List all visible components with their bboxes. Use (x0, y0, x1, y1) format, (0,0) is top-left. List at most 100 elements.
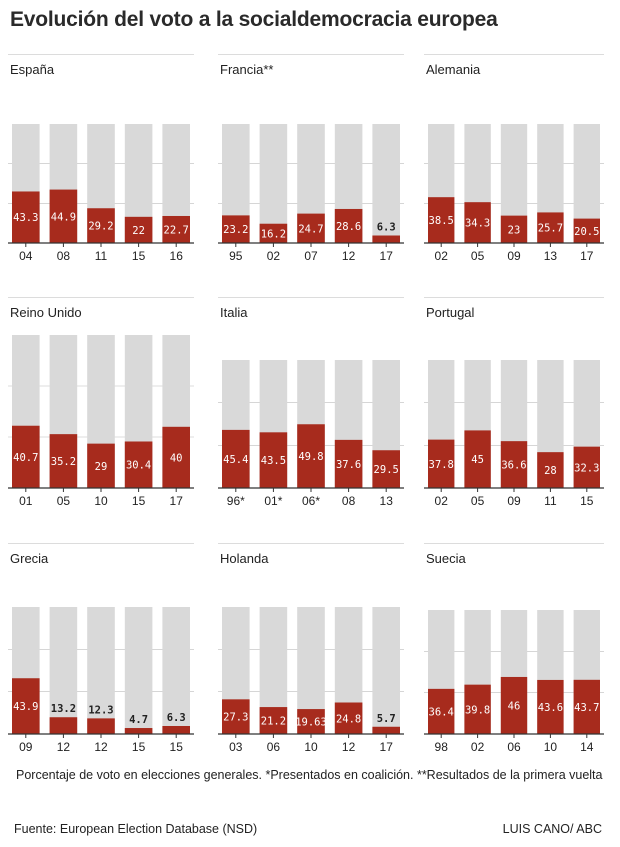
bar (87, 443, 115, 488)
panel-title: Reino Unido (10, 305, 82, 320)
bar-chart: 45.4 96* 43.5 01* 49.8 06* 37.6 08 29.5 13 (218, 297, 404, 508)
bar-value-label: 21.2 (261, 716, 286, 728)
category-label: 15 (132, 249, 146, 263)
bar-value-label: 28 (544, 465, 557, 477)
bar-value-label: 39.8 (465, 704, 490, 716)
bar (259, 223, 288, 243)
bar-value-label: 43.5 (261, 455, 286, 467)
category-label: 15 (170, 740, 184, 754)
category-label: 17 (170, 494, 184, 508)
bar-chart: 27.3 03 21.2 06 19.63 10 24.8 12 5.7 17 (218, 543, 404, 754)
bar-value-label: 4.7 (129, 714, 148, 726)
panel-title: Portugal (426, 305, 475, 320)
panel-title: España (10, 62, 55, 77)
bar (428, 439, 455, 488)
category-label: 16 (170, 249, 184, 263)
panel-portugal: Portugal 37.8 02 45 05 36.6 09 28 11 32.3 15 (424, 297, 614, 508)
category-label: 13 (380, 494, 394, 508)
bar (334, 702, 363, 734)
bar-value-label: 22 (132, 225, 145, 237)
bar (162, 215, 190, 243)
bar-value-label: 46 (508, 700, 521, 712)
bar (464, 202, 491, 243)
bar (500, 441, 528, 488)
category-label: 02 (471, 740, 485, 754)
bar-background (49, 607, 78, 734)
bar (537, 212, 564, 243)
category-label: 11 (95, 249, 108, 263)
category-label: 17 (380, 249, 394, 263)
category-label: 12 (342, 740, 356, 754)
bar-value-label: 36.6 (501, 460, 526, 472)
bar (334, 439, 363, 488)
bar (464, 430, 491, 488)
category-label: 08 (57, 249, 71, 263)
panel-reino-unido: Reino Unido 40.7 01 35.2 05 29 10 30.4 15 40 17 (8, 297, 198, 508)
chart-title: Evolución del voto a la socialdemocracia… (10, 8, 498, 31)
bar (537, 679, 564, 734)
bar-value-label: 22.7 (164, 224, 189, 236)
category-label: 05 (471, 249, 485, 263)
bar-value-label: 6.3 (377, 222, 396, 234)
bar-background (87, 607, 115, 734)
bar-value-label: 12.3 (88, 704, 113, 716)
panel-title: Francia** (220, 62, 274, 77)
bar-chart: 38.5 02 34.3 05 23 09 25.7 13 20.5 17 (424, 54, 604, 263)
bar (500, 215, 528, 243)
panel-suecia: Suecia 36.4 98 39.8 02 46 06 43.6 10 43.7 14 (424, 543, 614, 754)
footnote: Porcentaje de voto en elecciones general… (16, 768, 603, 782)
panel-grecia: Grecia 43.9 09 13.2 12 12.3 12 4.7 15 6.3 15 (8, 543, 198, 754)
category-label: 07 (304, 249, 318, 263)
panel-title: Suecia (426, 551, 466, 566)
bar (49, 434, 78, 488)
category-label: 96* (227, 494, 245, 508)
bar (297, 709, 325, 734)
bar-chart: 23.2 95 16.2 02 24.7 07 28.6 12 6.3 17 (218, 54, 404, 263)
bar-value-label: 44.9 (51, 211, 76, 223)
bar (222, 699, 250, 734)
category-label: 03 (229, 740, 243, 754)
category-label: 95 (229, 249, 243, 263)
panel-title: Italia (220, 305, 248, 320)
bar (372, 235, 400, 243)
panel-holanda: Holanda 27.3 03 21.2 06 19.63 10 24.8 12 5.7 17 (218, 543, 408, 754)
bar (87, 718, 115, 734)
category-label: 13 (544, 249, 558, 263)
category-label: 08 (342, 494, 356, 508)
bar-value-label: 25.7 (538, 223, 563, 235)
bar (12, 425, 40, 488)
category-label: 17 (380, 740, 394, 754)
bar (500, 676, 528, 734)
bar-value-label: 45 (471, 454, 484, 466)
category-label: 15 (132, 494, 146, 508)
bar (162, 426, 190, 488)
category-label: 06 (267, 740, 281, 754)
bar-chart: 37.8 02 45 05 36.6 09 28 11 32.3 15 (424, 297, 604, 508)
bar (87, 208, 115, 243)
category-label: 10 (94, 494, 108, 508)
bar (573, 218, 600, 243)
bar (124, 728, 153, 734)
bar-value-label: 40 (170, 452, 183, 464)
bar (334, 208, 363, 243)
category-label: 09 (507, 249, 521, 263)
bar (259, 432, 288, 488)
bar (162, 725, 190, 734)
bar-value-label: 13.2 (51, 703, 76, 715)
category-label: 15 (132, 740, 146, 754)
bar-background (372, 607, 400, 734)
bar (259, 707, 288, 734)
category-label: 15 (580, 494, 594, 508)
category-label: 01* (264, 494, 282, 508)
author-credit: LUIS CANO/ ABC (502, 822, 602, 836)
bar-background (259, 124, 288, 243)
bar-value-label: 24.7 (298, 223, 323, 235)
bar-chart: 43.3 04 44.9 08 29.2 11 22 15 22.7 16 (8, 54, 194, 263)
bar (49, 717, 78, 734)
category-label: 12 (342, 249, 356, 263)
category-label: 12 (57, 740, 71, 754)
category-label: 98 (435, 740, 449, 754)
bar-value-label: 45.4 (223, 454, 248, 466)
bar-value-label: 40.7 (13, 452, 38, 464)
panel-francia: Francia** 23.2 95 16.2 02 24.7 07 28.6 12 6.3 17 (218, 54, 408, 264)
